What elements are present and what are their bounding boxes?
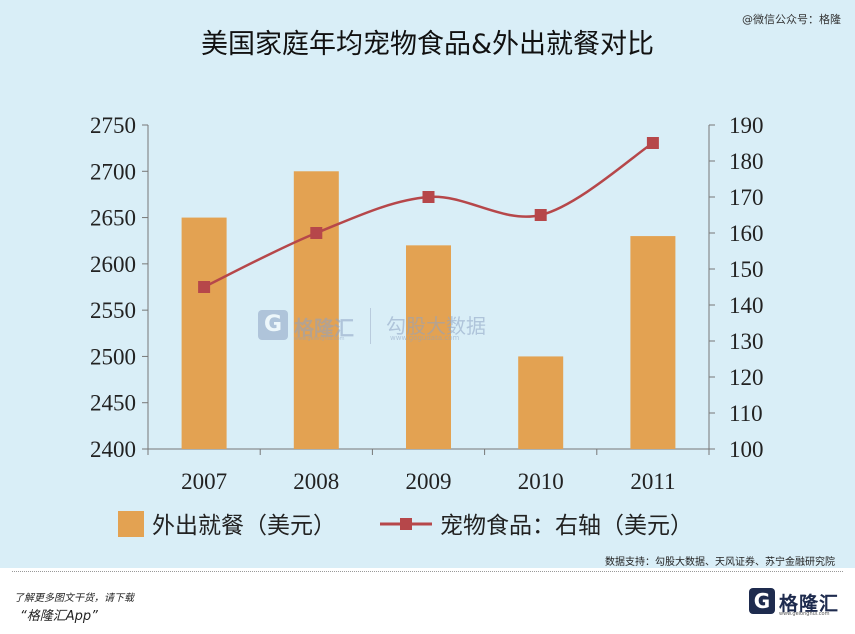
y-right-tick-label: 120 [729, 365, 764, 390]
y-right-tick-label: 130 [729, 329, 764, 354]
bar-2007 [181, 217, 227, 449]
y-left-tick-label: 2450 [90, 391, 136, 416]
y-left-tick-label: 2400 [90, 437, 136, 462]
x-tick-label: 2007 [181, 469, 227, 494]
line-point-2009 [422, 191, 435, 203]
line-point-2007 [198, 281, 211, 293]
gelonghui-logo-icon: G [258, 310, 288, 340]
footer-logo[interactable]: G 格隆汇 www.gelonghui.com [749, 588, 843, 618]
logo-text: 格隆汇 [779, 593, 840, 615]
y-right-tick-label: 180 [729, 149, 764, 174]
y-right-tick-label: 170 [729, 185, 764, 210]
center-watermark: G 格隆汇 www.gelonghui.com 勾股大数据 www.goguda… [258, 306, 498, 350]
source-note: 数据支持：勾股大数据、天风证券、苏宁金融研究院 [605, 557, 835, 568]
gelonghui-logo-icon: G [749, 588, 775, 614]
watermark-partner-url: www.gogudata.com [390, 334, 460, 342]
footer-divider [12, 571, 843, 572]
legend-label-bar: 外出就餐（美元） [152, 513, 336, 539]
y-right-tick-label: 150 [729, 257, 764, 282]
account-watermark: @微信公众号：格隆 [742, 13, 841, 26]
y-left-tick-label: 2500 [90, 344, 136, 369]
line-point-2008 [310, 227, 323, 239]
y-left-tick-label: 2550 [90, 298, 136, 323]
bar-2008 [293, 171, 339, 450]
y-left-tick-label: 2700 [90, 159, 136, 184]
line-point-2011 [646, 137, 659, 149]
footer-promo-line: 了解更多图文干货，请下载 [14, 593, 134, 604]
x-tick-label: 2009 [406, 469, 452, 494]
y-left-tick-label: 2750 [90, 113, 136, 138]
y-right-tick-label: 110 [729, 401, 763, 426]
y-right-tick-label: 100 [729, 437, 764, 462]
legend-swatch-bar [118, 511, 144, 537]
bar-2009 [406, 245, 451, 449]
y-left-tick-label: 2600 [90, 252, 136, 277]
y-right-tick-label: 140 [729, 293, 764, 318]
watermark-partner: 勾股大数据 [386, 314, 486, 338]
legend-marker-swatch [400, 518, 412, 530]
logo-url: www.gelonghui.com [779, 611, 830, 617]
legend-label-line: 宠物食品：右轴（美元） [440, 513, 693, 539]
x-tick-label: 2008 [293, 469, 339, 494]
y-right-tick-label: 190 [729, 113, 764, 138]
y-left-tick-label: 2650 [90, 206, 136, 231]
x-tick-label: 2010 [518, 469, 564, 494]
watermark-divider [370, 308, 371, 344]
watermark-brand-url: www.gelonghui.com [294, 336, 345, 342]
x-tick-label: 2011 [630, 469, 675, 494]
bar-2010 [518, 356, 564, 449]
y-right-tick-label: 160 [729, 221, 764, 246]
bar-2011 [630, 236, 676, 449]
line-point-2010 [534, 209, 547, 221]
chart-title: 美国家庭年均宠物食品&外出就餐对比 [200, 29, 655, 60]
footer-app-name: “格隆汇App” [20, 609, 98, 624]
watermark-brand: 格隆汇 [294, 316, 354, 340]
chart-svg: 2400 2450 2500 2550 2600 2650 2700 2750 100 110 12… [90, 113, 764, 539]
